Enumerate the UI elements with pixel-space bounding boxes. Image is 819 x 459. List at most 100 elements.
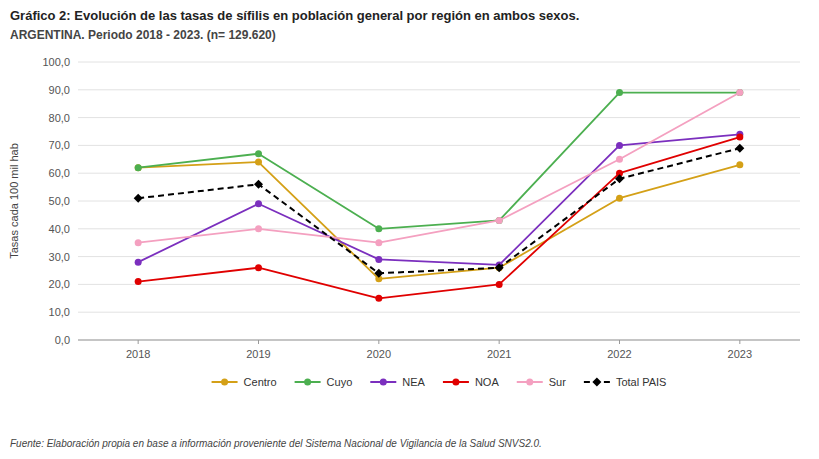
x-tick-label: 2022 (607, 348, 631, 360)
point (736, 134, 743, 141)
legend-label: NOA (475, 376, 500, 388)
legend-marker (380, 379, 387, 386)
series-line (138, 93, 740, 229)
y-tick-label: 20,0 (49, 278, 70, 290)
legend-marker (221, 379, 228, 386)
series (135, 89, 744, 246)
series (135, 89, 744, 232)
x-tick (378, 340, 379, 344)
title: Gráfico 2: Evolución de las tasas de síf… (10, 8, 579, 23)
legend-label: NEA (402, 376, 425, 388)
grid-line (78, 228, 800, 229)
y-tick-label: 50,0 (49, 195, 70, 207)
series (134, 144, 745, 278)
y-tick-label: 80,0 (49, 112, 70, 124)
point (616, 156, 623, 163)
y-tick-label: 10,0 (49, 306, 70, 318)
x-tick-label: 2018 (126, 348, 150, 360)
y-tick-label: 0,0 (55, 334, 70, 346)
subtitle: ARGENTINA. Periodo 2018 - 2023. (n= 129.… (10, 28, 276, 42)
point (255, 225, 262, 232)
point (496, 217, 503, 224)
point (135, 259, 142, 266)
y-tick-label: 100,0 (42, 56, 70, 68)
point (496, 281, 503, 288)
legend: Centro Cuyo NEA NOA Sur Total PAIS (212, 376, 667, 388)
data-area (134, 89, 745, 302)
legend-marker (304, 379, 311, 386)
legend-label: Cuyo (327, 376, 353, 388)
point (736, 161, 743, 168)
point (616, 89, 623, 96)
legend-item: NOA (443, 376, 500, 388)
point (375, 225, 382, 232)
point (496, 217, 503, 224)
grid-line (78, 340, 800, 341)
point (495, 263, 504, 272)
x-tick (619, 340, 620, 344)
point (135, 164, 142, 171)
x-tick (739, 340, 740, 344)
point (736, 89, 743, 96)
legend-marker (592, 378, 601, 387)
series-line (138, 134, 740, 265)
grid-line (78, 145, 800, 146)
legend-marker (452, 379, 459, 386)
legend-item: Total PAIS (584, 376, 667, 388)
point (375, 239, 382, 246)
grid-line (78, 89, 800, 90)
point (134, 194, 143, 203)
point (254, 180, 263, 189)
grid-line (78, 117, 800, 118)
legend-label: Centro (244, 376, 277, 388)
x-tick-label: 2020 (367, 348, 391, 360)
grid-line (78, 312, 800, 313)
point (135, 239, 142, 246)
legend-item: Sur (517, 376, 566, 388)
legend-marker (526, 379, 533, 386)
grid-line (78, 256, 800, 257)
point (374, 269, 383, 278)
legend-label: Sur (549, 376, 566, 388)
x-tick-label: 2019 (246, 348, 270, 360)
grid-line (78, 284, 800, 285)
grid-line (78, 173, 800, 174)
series (135, 131, 744, 269)
legend-item: Cuyo (295, 376, 353, 388)
series-line (138, 148, 740, 273)
chart: Gráfico 2: Evolución de las tasas de síf… (0, 0, 819, 459)
point (375, 256, 382, 263)
series (135, 134, 744, 302)
point (255, 150, 262, 157)
legend-label: Total PAIS (616, 376, 667, 388)
point (375, 295, 382, 302)
grid (78, 62, 800, 340)
x-tick-label: 2021 (487, 348, 511, 360)
point (255, 264, 262, 271)
point (735, 144, 744, 153)
x-axis-line (78, 340, 800, 341)
point (255, 159, 262, 166)
grid-line (78, 201, 800, 202)
legend-item: Centro (212, 376, 277, 388)
series-line (138, 137, 740, 298)
y-tick-label: 70,0 (49, 139, 70, 151)
point (736, 89, 743, 96)
grid-line (78, 62, 800, 63)
point (616, 195, 623, 202)
series-line (138, 93, 740, 243)
point (135, 278, 142, 285)
y-tick-label: 40,0 (49, 223, 70, 235)
footnote: Fuente: Elaboración propia en base a inf… (10, 438, 542, 449)
x-tick (258, 340, 259, 344)
legend-item: NEA (370, 376, 425, 388)
y-tick-label: 60,0 (49, 167, 70, 179)
x-tick (138, 340, 139, 344)
y-tick-label: 30,0 (49, 251, 70, 263)
point (135, 164, 142, 171)
point (615, 174, 624, 183)
y-axis-label: Tasas cada 100 mil hab (8, 143, 20, 259)
x-tick-label: 2023 (728, 348, 752, 360)
y-tick-label: 90,0 (49, 84, 70, 96)
x-tick (499, 340, 500, 344)
